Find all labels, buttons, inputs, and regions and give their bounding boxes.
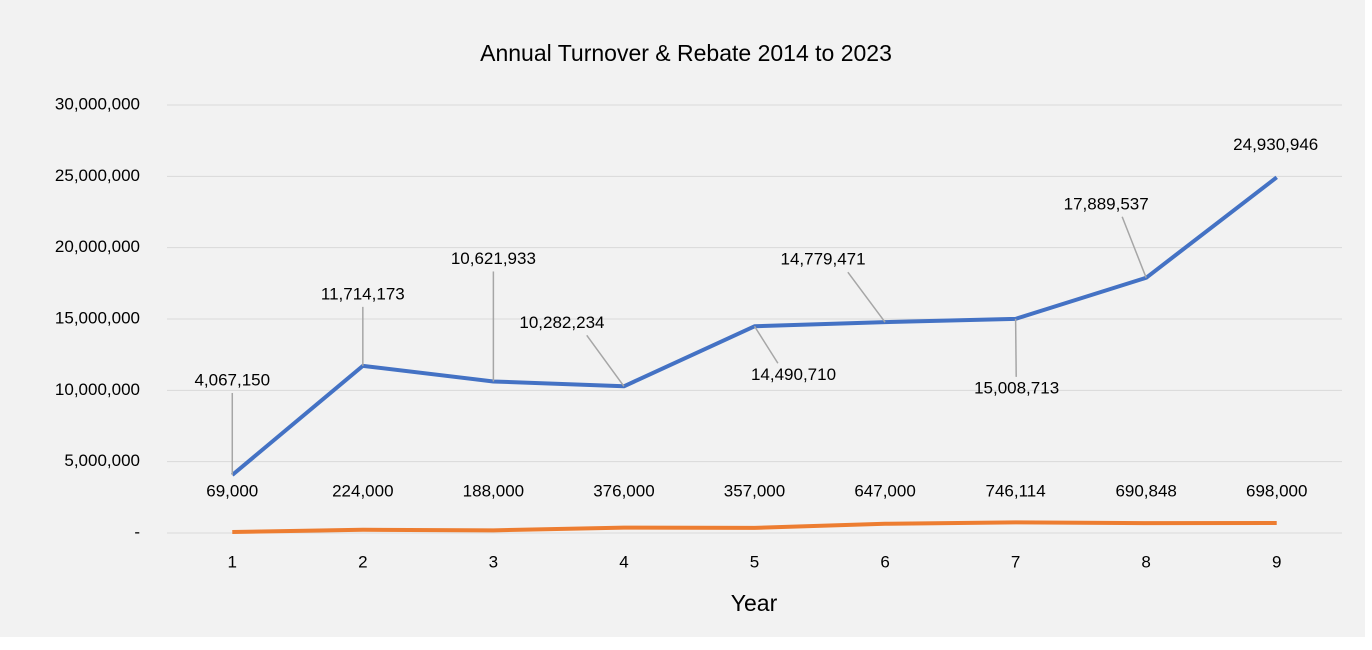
y-tick-label: -: [134, 522, 140, 541]
data-label: 698,000: [1246, 481, 1307, 500]
y-tick-label: 15,000,000: [55, 308, 140, 327]
data-label: 17,889,537: [1064, 194, 1149, 213]
x-tick-label: 9: [1272, 552, 1281, 571]
x-tick-label: 3: [489, 552, 498, 571]
x-tick-label: 2: [358, 552, 367, 571]
y-tick-label: 5,000,000: [64, 451, 140, 470]
data-label: 188,000: [463, 481, 524, 500]
leader-line: [1121, 216, 1147, 279]
leader-line: [847, 271, 886, 323]
data-label: 10,621,933: [451, 249, 536, 268]
y-tick-label: 25,000,000: [55, 166, 140, 185]
data-label: 746,114: [986, 481, 1046, 500]
chart-title: Annual Turnover & Rebate 2014 to 2023: [480, 40, 892, 66]
data-label: 376,000: [593, 481, 654, 500]
leader-line: [586, 334, 625, 387]
data-label: 4,067,150: [194, 370, 270, 389]
x-tick-label: 7: [1011, 552, 1020, 571]
y-tick-label: 10,000,000: [55, 380, 140, 399]
y-tick-label: 30,000,000: [55, 94, 140, 113]
x-tick-label: 5: [750, 552, 759, 571]
data-label: 10,282,234: [519, 313, 604, 332]
data-label: 224,000: [332, 481, 393, 500]
x-tick-label: 4: [619, 552, 628, 571]
data-label: 647,000: [854, 481, 915, 500]
y-tick-label: 20,000,000: [55, 237, 140, 256]
x-tick-label: 8: [1141, 552, 1150, 571]
leader-line: [753, 325, 779, 364]
x-tick-label: 6: [880, 552, 889, 571]
data-label: 15,008,713: [974, 378, 1059, 397]
data-label: 11,714,173: [321, 284, 405, 303]
data-label: 14,490,710: [751, 365, 836, 384]
data-label: 24,930,946: [1233, 135, 1318, 154]
data-label: 357,000: [724, 481, 785, 500]
x-axis-title: Year: [731, 590, 778, 616]
x-tick-label: 1: [228, 552, 237, 571]
line-series: [232, 520, 1277, 535]
data-label: 69,000: [206, 481, 258, 500]
data-label: 14,779,471: [781, 250, 866, 269]
data-label: 690,848: [1115, 481, 1176, 500]
leader-line: [1014, 318, 1017, 377]
